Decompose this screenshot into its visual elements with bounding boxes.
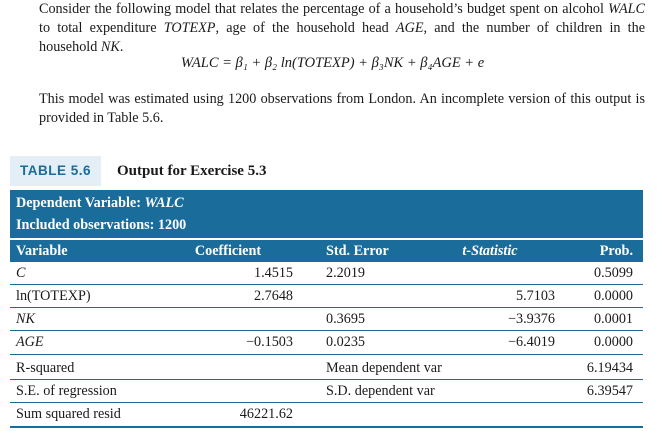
- stat-value: 46221.62: [239, 406, 293, 422]
- dependent-variable-line: Dependent Variable: WALC: [16, 195, 184, 212]
- dep-var: WALC: [144, 195, 184, 211]
- table-info-band: Dependent Variable: WALC Included observ…: [10, 190, 643, 238]
- stat-label: S.E. of regression: [16, 383, 117, 399]
- intro-paragraph: Consider the following model that relate…: [39, 0, 645, 57]
- stat-label: Sum squared resid: [16, 406, 121, 422]
- intro-text: Consider the following model that relate…: [39, 1, 609, 17]
- cell-coefficient: −0.1503: [245, 334, 293, 350]
- var-nk: NK: [100, 39, 120, 55]
- cell-variable: C: [16, 265, 26, 281]
- table-heading: TABLE 5.6 Output for Exercise 5.3: [10, 156, 266, 186]
- stat-label: R-squared: [16, 360, 75, 376]
- table-header-row: Variable Coefficient Std. Error t-Statis…: [10, 240, 643, 262]
- stat-value: 6.39547: [586, 383, 633, 399]
- cell-coefficient: 1.4515: [253, 265, 293, 281]
- cell-prob: 0.0000: [593, 288, 633, 304]
- row-divider: [10, 379, 643, 380]
- row-divider: [10, 402, 643, 403]
- cell-std-error: 0.0235: [326, 334, 366, 350]
- table-number: TABLE 5.6: [10, 156, 102, 186]
- cell-std-error: 0.3695: [326, 311, 366, 327]
- section-divider: [10, 354, 643, 355]
- model-equation: WALC = β₁ + β₂ ln(TOTEXP) + β₃NK + β₄AGE…: [180, 55, 485, 71]
- cell-std-error: 2.2019: [326, 265, 366, 281]
- table-row: ln(TOTEXP) 2.7648 5.7103 0.0000: [10, 285, 643, 307]
- intro-text: , age of the household head: [215, 20, 396, 36]
- var-totexp: TOTEXP: [163, 20, 216, 36]
- table-row: NK 0.3695 −3.9376 0.0001: [10, 308, 643, 330]
- table-title: Output for Exercise 5.3: [117, 162, 267, 179]
- table-bottom-rule: [10, 426, 643, 428]
- stat-label: Mean dependent var: [326, 360, 442, 376]
- cell-t-statistic: −3.9376: [507, 311, 555, 327]
- cell-variable: NK: [16, 311, 35, 327]
- stat-label: S.D. dependent var: [326, 383, 435, 399]
- estimation-paragraph: This model was estimated using 1200 obse…: [39, 91, 645, 126]
- stats-row: S.E. of regression S.D. dependent var 6.…: [10, 380, 643, 402]
- cell-variable: AGE: [16, 334, 44, 350]
- stats-row: Sum squared resid 46221.62: [10, 403, 643, 425]
- cell-t-statistic: 5.7103: [515, 288, 555, 304]
- header-t-statistic: t-Statistic: [462, 243, 518, 259]
- table-row: C 1.4515 2.2019 0.5099: [10, 262, 643, 284]
- header-coefficient: Coefficient: [194, 243, 262, 259]
- table-row: AGE −0.1503 0.0235 −6.4019 0.0000: [10, 331, 643, 353]
- cell-prob: 0.5099: [593, 265, 633, 281]
- stat-value: 6.19434: [586, 360, 633, 376]
- intro-text: to total expenditure: [39, 20, 164, 36]
- row-divider: [10, 330, 643, 331]
- row-divider: [10, 284, 643, 285]
- intro-text: , and the number of children in the hous…: [39, 20, 645, 55]
- var-age: AGE: [395, 20, 424, 36]
- dep-label: Dependent Variable:: [16, 195, 145, 211]
- var-walc: WALC: [608, 1, 645, 17]
- cell-variable: ln(TOTEXP): [16, 288, 91, 304]
- stats-row: R-squared Mean dependent var 6.19434: [10, 357, 643, 379]
- header-prob: Prob.: [599, 243, 633, 259]
- row-divider: [10, 307, 643, 308]
- cell-prob: 0.0000: [593, 334, 633, 350]
- header-std-error: Std. Error: [326, 243, 389, 259]
- header-variable: Variable: [16, 243, 68, 259]
- cell-t-statistic: −6.4019: [507, 334, 555, 350]
- cell-coefficient: 2.7648: [253, 288, 293, 304]
- observations-line: Included observations: 1200: [16, 217, 187, 233]
- intro-text: .: [119, 39, 124, 55]
- cell-prob: 0.0001: [593, 311, 633, 327]
